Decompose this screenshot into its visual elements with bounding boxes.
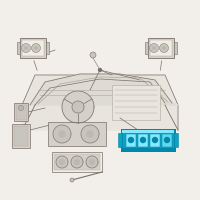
Circle shape xyxy=(24,46,28,50)
Circle shape xyxy=(34,46,38,50)
Polygon shape xyxy=(81,125,99,143)
Bar xyxy=(20,38,46,58)
Bar xyxy=(150,40,172,56)
Bar xyxy=(120,129,176,152)
Polygon shape xyxy=(60,160,64,164)
Polygon shape xyxy=(59,131,65,137)
Bar xyxy=(126,134,136,146)
Polygon shape xyxy=(86,156,98,168)
Bar xyxy=(122,148,174,150)
Bar xyxy=(174,42,177,54)
Bar xyxy=(112,85,160,120)
Bar xyxy=(148,38,174,58)
Circle shape xyxy=(18,106,24,110)
Polygon shape xyxy=(22,74,178,105)
Bar xyxy=(162,134,172,146)
Bar xyxy=(174,133,178,147)
Bar xyxy=(118,133,122,147)
Bar xyxy=(17,42,20,54)
Circle shape xyxy=(153,138,158,142)
Polygon shape xyxy=(90,160,95,164)
Bar xyxy=(14,126,28,146)
Bar xyxy=(14,103,28,121)
Bar xyxy=(138,134,148,146)
Bar xyxy=(150,134,160,146)
Polygon shape xyxy=(72,101,84,113)
Circle shape xyxy=(152,46,156,50)
Circle shape xyxy=(70,178,74,182)
Bar xyxy=(22,40,44,56)
Bar xyxy=(54,154,100,170)
Polygon shape xyxy=(71,156,83,168)
Bar xyxy=(48,122,106,146)
Bar xyxy=(16,104,26,119)
Bar xyxy=(122,130,174,150)
Polygon shape xyxy=(22,75,178,130)
Bar xyxy=(12,124,30,148)
Circle shape xyxy=(164,138,170,142)
Circle shape xyxy=(160,44,168,52)
Bar xyxy=(52,152,102,172)
Polygon shape xyxy=(53,125,71,143)
Polygon shape xyxy=(75,160,80,164)
Bar xyxy=(122,130,174,132)
Circle shape xyxy=(98,68,102,72)
Circle shape xyxy=(150,44,158,52)
Circle shape xyxy=(32,44,40,52)
Bar xyxy=(145,42,148,54)
Polygon shape xyxy=(56,156,68,168)
Circle shape xyxy=(140,138,146,142)
Circle shape xyxy=(90,52,96,58)
Polygon shape xyxy=(62,91,94,123)
Polygon shape xyxy=(87,131,93,137)
Bar xyxy=(46,42,49,54)
Circle shape xyxy=(162,46,166,50)
Circle shape xyxy=(128,138,134,142)
Circle shape xyxy=(22,44,30,52)
